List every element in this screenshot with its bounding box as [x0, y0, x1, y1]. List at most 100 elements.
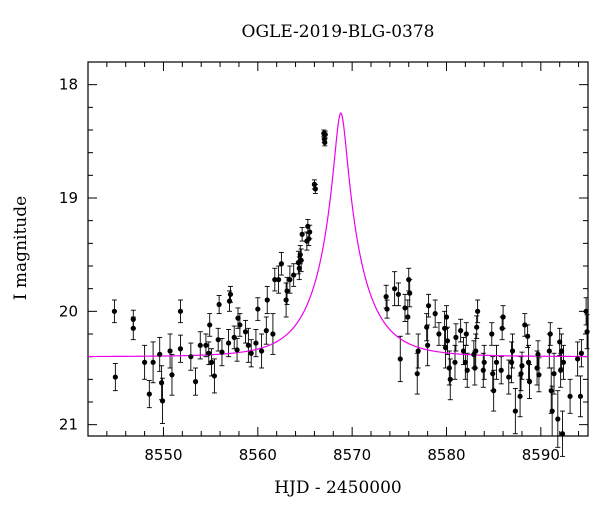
data-point — [444, 338, 451, 344]
data-point — [392, 286, 398, 292]
y-tick-label: 18 — [59, 76, 78, 94]
data-point — [443, 314, 450, 320]
data-point — [414, 371, 420, 377]
data-point — [270, 331, 276, 337]
data-point — [546, 348, 552, 354]
data-point — [197, 342, 203, 348]
data-point — [446, 365, 452, 371]
axis-tick-labels: 8550 8560 8570 8580 8590 18 19 20 21 — [59, 76, 560, 464]
chart-title: OGLE-2019-BLG-0378 — [241, 22, 435, 42]
data-point — [481, 359, 487, 365]
data-point — [248, 350, 254, 356]
data-points — [111, 130, 590, 437]
data-point — [112, 374, 118, 380]
data-point — [535, 351, 541, 357]
data-point — [557, 339, 563, 345]
data-point — [258, 348, 265, 354]
data-point — [583, 308, 589, 314]
data-point — [452, 359, 458, 365]
data-point — [167, 348, 173, 354]
data-point — [559, 431, 566, 437]
data-point — [405, 314, 411, 320]
data-point — [536, 372, 542, 378]
data-point — [567, 393, 573, 399]
data-point — [475, 308, 481, 314]
model-curve — [88, 111, 589, 358]
data-point — [534, 365, 540, 371]
data-point — [458, 328, 464, 334]
x-tick-label: 8560 — [239, 446, 277, 464]
data-point — [383, 294, 389, 300]
data-point — [442, 345, 449, 351]
data-point — [146, 391, 152, 397]
data-point — [216, 301, 222, 308]
data-point — [111, 308, 118, 314]
data-point — [462, 359, 468, 365]
error-bars — [111, 129, 590, 457]
y-tick-label: 19 — [59, 189, 78, 207]
data-point — [263, 328, 269, 334]
data-point — [206, 350, 212, 356]
x-tick-label: 8590 — [522, 446, 560, 464]
data-point — [275, 277, 282, 283]
data-point — [150, 359, 156, 365]
data-point — [215, 337, 221, 343]
data-point — [169, 372, 175, 378]
data-point — [526, 379, 533, 385]
data-point — [322, 131, 328, 138]
data-point — [130, 316, 136, 322]
data-point — [264, 297, 270, 303]
data-point — [203, 342, 209, 348]
data-point — [424, 324, 430, 330]
data-point — [518, 371, 524, 377]
data-point — [480, 367, 486, 373]
data-point — [208, 359, 215, 365]
data-point — [519, 363, 525, 369]
data-point — [474, 324, 480, 330]
data-point — [453, 334, 459, 340]
data-point — [407, 290, 413, 296]
data-point — [192, 379, 199, 385]
data-point — [395, 291, 401, 297]
axis-ticks — [87, 61, 588, 436]
data-point — [432, 311, 438, 317]
data-point — [227, 291, 234, 297]
data-point — [242, 329, 249, 335]
data-point — [234, 347, 240, 353]
data-point — [493, 359, 500, 365]
data-point — [226, 298, 233, 304]
data-point — [235, 315, 241, 321]
plot-frame — [87, 61, 589, 437]
data-point — [397, 356, 403, 362]
data-point — [188, 354, 194, 360]
data-point — [384, 306, 390, 312]
data-point — [460, 348, 467, 354]
data-point — [547, 331, 553, 337]
x-tick-label: 8580 — [427, 446, 465, 464]
data-point — [558, 367, 564, 373]
data-point — [549, 408, 555, 414]
data-point — [312, 186, 318, 192]
data-point — [425, 342, 431, 348]
data-point — [278, 261, 284, 267]
data-point — [296, 265, 302, 271]
data-point — [225, 340, 232, 346]
data-point — [255, 306, 261, 312]
data-point — [525, 333, 531, 339]
y-tick-label: 20 — [59, 302, 78, 320]
data-point — [306, 236, 312, 242]
data-point — [490, 371, 496, 377]
data-point — [311, 181, 318, 187]
data-point — [517, 393, 523, 399]
data-point — [157, 351, 163, 357]
data-point — [506, 374, 512, 380]
data-point — [473, 348, 479, 354]
data-point — [498, 367, 504, 373]
data-point — [287, 277, 293, 283]
data-point — [305, 223, 311, 229]
data-point — [489, 331, 495, 337]
data-point — [177, 308, 184, 314]
data-point — [298, 257, 304, 263]
data-point — [299, 231, 305, 237]
